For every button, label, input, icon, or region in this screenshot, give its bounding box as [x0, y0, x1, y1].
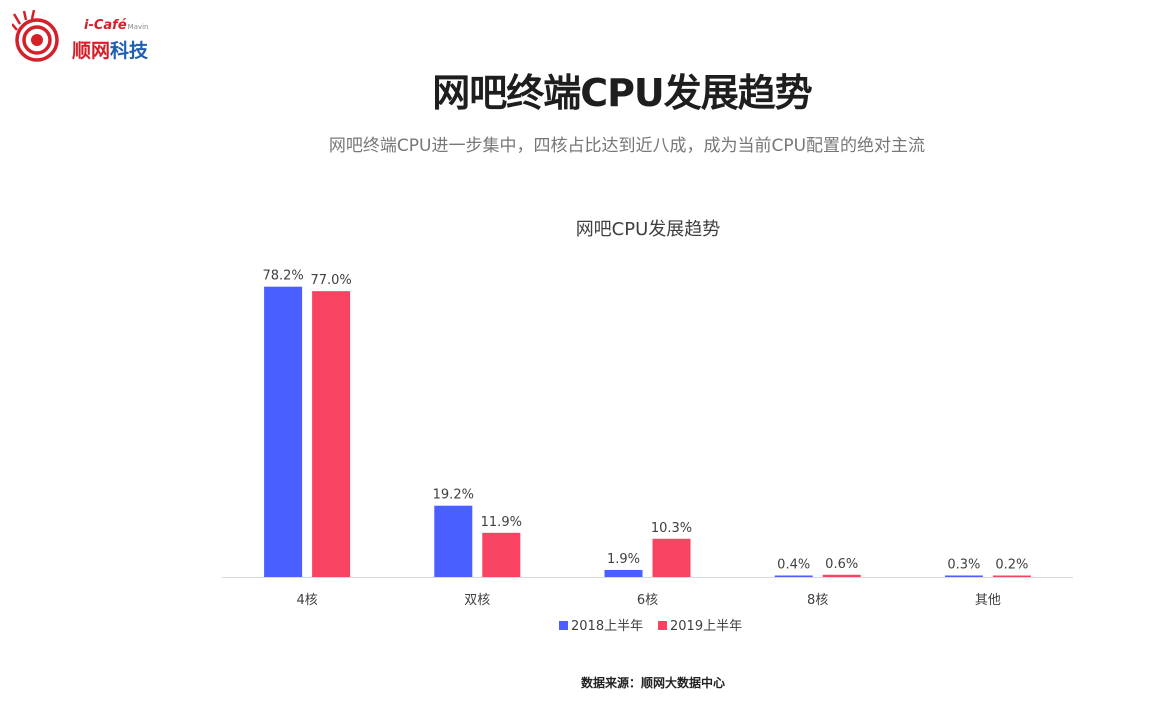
data-label: 0.2% [995, 558, 1028, 573]
legend-swatch [658, 621, 667, 630]
x-tick-label: 双核 [464, 593, 490, 608]
data-label: 77.0% [310, 273, 351, 288]
bar-2018 [944, 575, 983, 577]
bar-2019 [652, 538, 691, 577]
data-label: 0.6% [825, 557, 858, 572]
bar-2018 [434, 505, 473, 577]
bar-2019 [482, 532, 521, 577]
x-tick-label: 8核 [807, 593, 828, 608]
x-tick-label: 6核 [637, 593, 658, 608]
bar-2018 [774, 575, 813, 577]
bar-2019 [312, 291, 351, 577]
data-label: 0.4% [777, 558, 810, 573]
chart-title: 网吧CPU发展趋势 [575, 219, 721, 240]
data-label: 78.2% [262, 269, 303, 284]
legend-label: 2018上半年 [571, 619, 643, 634]
legend-swatch [559, 621, 568, 630]
swirl-logo-icon [12, 10, 59, 62]
data-label: 11.9% [481, 515, 522, 530]
data-source-note: 数据来源：顺网大数据中心 [580, 676, 725, 690]
logo-tagline: i-CaféMavin [84, 18, 149, 33]
bar-2018 [264, 286, 303, 577]
data-label: 10.3% [651, 521, 692, 536]
page-title: 网吧终端CPU发展趋势 [432, 71, 813, 115]
page-subtitle: 网吧终端CPU进一步集中，四核占比达到近八成，成为当前CPU配置的绝对主流 [328, 136, 926, 156]
bar-2019 [822, 574, 861, 577]
x-tick-label: 其他 [975, 593, 1001, 608]
company-logo: i-CaféMavin 顺网科技 [12, 8, 172, 64]
data-label: 19.2% [433, 488, 474, 503]
legend-label: 2019上半年 [670, 619, 742, 634]
data-label: 1.9% [607, 552, 640, 567]
logo-company-name: 顺网科技 [72, 40, 149, 62]
bar-2019 [992, 575, 1031, 577]
bar-2018 [604, 569, 643, 577]
x-tick-label: 4核 [296, 593, 317, 608]
data-label: 0.3% [947, 558, 980, 573]
